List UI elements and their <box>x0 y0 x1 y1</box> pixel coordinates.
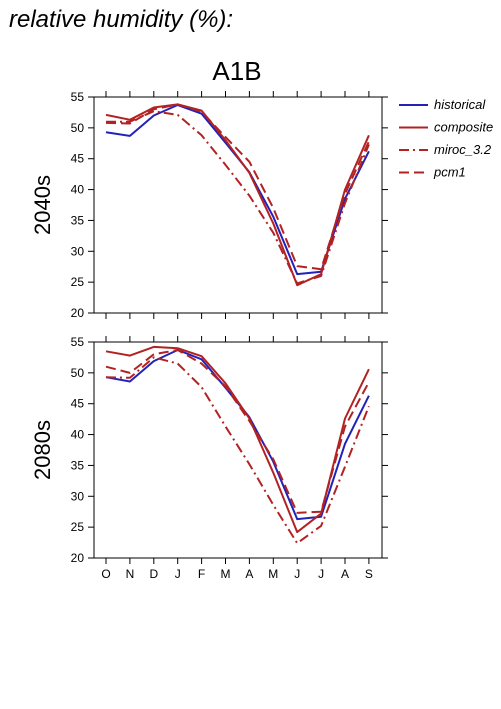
y-tick-label: 20 <box>71 306 85 320</box>
series-line-historical <box>105 104 370 276</box>
y-tick-label: 40 <box>71 428 85 442</box>
y-tick-label: 35 <box>71 458 85 472</box>
x-tick-label: J <box>175 567 181 581</box>
x-tick-label: N <box>126 567 135 581</box>
y-tick-label: 50 <box>71 121 85 135</box>
series-line-composite <box>105 103 370 287</box>
plot-frame <box>93 96 383 314</box>
legend-label: historical <box>434 97 486 112</box>
y-tick-label: 30 <box>71 489 85 503</box>
panel-title: 2040s <box>30 175 55 235</box>
series-line-miroc_3.2 <box>106 110 370 285</box>
scenario-title: A1B <box>212 56 262 86</box>
plot-frame <box>93 341 383 559</box>
y-tick-label: 25 <box>71 275 85 289</box>
page-title: relative humidity (%): <box>9 6 234 33</box>
x-tick-label: A <box>341 567 349 581</box>
series-line-miroc_3.2 <box>105 356 370 545</box>
panel-2040s: 20 25 30 35 40 45 50 55 2040s <box>30 90 388 320</box>
series-line-historical <box>105 349 370 521</box>
y-tick-label: 55 <box>71 335 85 349</box>
x-tick-label: S <box>365 567 373 581</box>
y-tick-label: 35 <box>71 213 85 227</box>
y-tick-label: 55 <box>71 90 85 104</box>
y-tick-label: 45 <box>71 397 85 411</box>
x-tick-label: J <box>294 567 300 581</box>
x-tick-label: D <box>149 567 158 581</box>
y-tick-label: 30 <box>71 244 85 258</box>
x-tick-label: A <box>245 567 253 581</box>
legend: historical composite miroc_3.2 pcm1 <box>399 97 493 180</box>
y-tick-label: 40 <box>71 183 85 197</box>
legend-label: pcm1 <box>433 165 466 180</box>
x-tick-label: M <box>268 567 278 581</box>
series-line-pcm1 <box>105 349 370 514</box>
series-line-pcm1 <box>105 103 370 271</box>
x-tick-label: J <box>318 567 324 581</box>
panel-title: 2080s <box>30 420 55 480</box>
y-tick-label: 45 <box>71 152 85 166</box>
y-tick-label: 50 <box>71 366 85 380</box>
x-tick-label: O <box>101 567 110 581</box>
y-tick-label: 25 <box>71 520 85 534</box>
x-tick-label: F <box>198 567 205 581</box>
y-tick-label: 20 <box>71 551 85 565</box>
x-tick-label: M <box>221 567 231 581</box>
legend-label: miroc_3.2 <box>434 142 492 157</box>
legend-label: composite <box>434 120 493 135</box>
